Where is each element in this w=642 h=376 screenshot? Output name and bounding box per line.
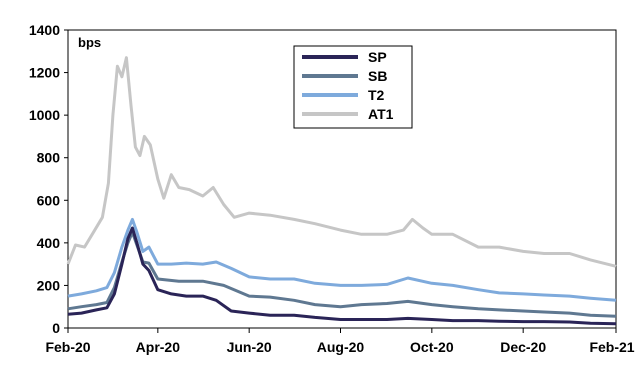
y-tick-label: 800 — [37, 150, 61, 166]
x-tick-label: Apr-20 — [136, 339, 181, 355]
legend-label-sp: SP — [368, 49, 387, 65]
series-line-sp — [67, 226, 617, 326]
legend: SP SB T2 AT1 — [293, 45, 413, 129]
legend-label-sb: SB — [368, 68, 387, 84]
x-tick-label: Dec-20 — [500, 339, 546, 355]
y-tick-label: 0 — [52, 320, 60, 336]
y-tick-label: 1400 — [29, 22, 60, 38]
y-axis: 0 200 400 600 800 1000 1200 1400 — [29, 22, 68, 336]
y-tick-label: 1000 — [29, 107, 60, 123]
y-tick-label: 1200 — [29, 65, 60, 81]
series-line-at1 — [66, 56, 617, 268]
legend-label-t2: T2 — [368, 87, 385, 103]
series-line-t2 — [67, 217, 617, 302]
x-tick-label: Feb-20 — [45, 339, 90, 355]
x-axis: Feb-20 Apr-20 Jun-20 Aug-20 Oct-20 Dec-20 Feb-… — [45, 328, 635, 355]
legend-label-at1: AT1 — [368, 106, 394, 122]
unit-label: bps — [78, 35, 101, 50]
series-layer — [66, 56, 617, 326]
y-tick-label: 400 — [37, 235, 61, 251]
x-tick-label: Aug-20 — [317, 339, 365, 355]
x-tick-label: Feb-21 — [589, 339, 634, 355]
x-tick-label: Oct-20 — [410, 339, 454, 355]
y-tick-label: 600 — [37, 192, 61, 208]
y-tick-label: 200 — [37, 277, 61, 293]
x-tick-label: Jun-20 — [227, 339, 272, 355]
